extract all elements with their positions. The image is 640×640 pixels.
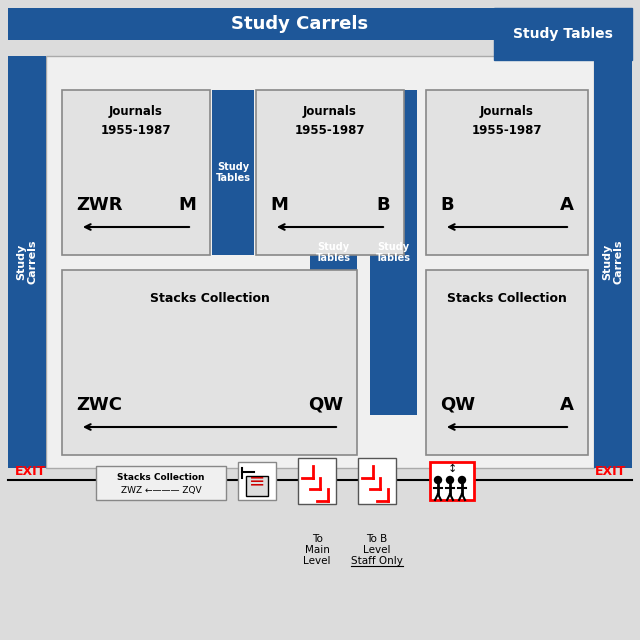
- Text: M: M: [178, 196, 196, 214]
- Text: Main: Main: [305, 545, 330, 555]
- Text: EXIT: EXIT: [14, 465, 45, 478]
- Bar: [430, 462, 474, 500]
- Bar: [298, 458, 336, 504]
- Bar: [310, 90, 357, 415]
- Text: Stacks Collection: Stacks Collection: [447, 291, 567, 305]
- Text: Study
Carrels: Study Carrels: [602, 240, 624, 284]
- Text: Study
Carrels: Study Carrels: [16, 240, 38, 284]
- Bar: [212, 90, 254, 255]
- Text: Staff Only: Staff Only: [351, 556, 403, 566]
- Circle shape: [458, 477, 465, 483]
- Text: Level: Level: [364, 545, 391, 555]
- Text: 1955-1987: 1955-1987: [100, 124, 172, 136]
- Text: Study
Tables: Study Tables: [316, 242, 351, 263]
- Text: A: A: [560, 196, 574, 214]
- Text: Study
Tables: Study Tables: [216, 162, 250, 183]
- Text: B: B: [376, 196, 390, 214]
- Bar: [594, 56, 632, 468]
- Bar: [62, 90, 210, 255]
- Bar: [370, 90, 417, 415]
- Text: QW: QW: [308, 396, 343, 414]
- Text: ≡: ≡: [249, 472, 265, 490]
- Bar: [494, 8, 632, 60]
- Text: To B: To B: [366, 534, 388, 544]
- Bar: [358, 458, 396, 504]
- Bar: [46, 56, 594, 468]
- Bar: [238, 462, 276, 500]
- Text: Journals: Journals: [303, 106, 357, 118]
- Text: Stacks Collection: Stacks Collection: [150, 291, 269, 305]
- Text: B: B: [440, 196, 454, 214]
- Text: 1955-1987: 1955-1987: [295, 124, 365, 136]
- Text: ↕: ↕: [447, 464, 457, 474]
- Text: Journals: Journals: [109, 106, 163, 118]
- Text: Study Carrels: Study Carrels: [232, 15, 369, 33]
- Text: 1955-1987: 1955-1987: [472, 124, 542, 136]
- Text: Study Tables: Study Tables: [513, 27, 613, 41]
- Text: ZWC: ZWC: [76, 396, 122, 414]
- Text: M: M: [270, 196, 288, 214]
- Circle shape: [435, 477, 442, 483]
- Bar: [62, 270, 357, 455]
- Bar: [8, 8, 632, 40]
- Circle shape: [447, 477, 454, 483]
- Text: Level: Level: [303, 556, 331, 566]
- Text: Stacks Collection: Stacks Collection: [117, 472, 205, 481]
- Text: Study
Tables: Study Tables: [376, 242, 411, 263]
- Bar: [426, 270, 588, 455]
- Bar: [8, 56, 46, 468]
- Text: A: A: [560, 396, 574, 414]
- Text: Journals: Journals: [480, 106, 534, 118]
- Text: To: To: [312, 534, 323, 544]
- Bar: [426, 90, 588, 255]
- Text: EXIT: EXIT: [595, 465, 626, 478]
- Text: ZWZ ←——— ZQV: ZWZ ←——— ZQV: [121, 486, 202, 495]
- Bar: [96, 466, 226, 500]
- Text: ZWR: ZWR: [76, 196, 122, 214]
- Bar: [256, 90, 404, 255]
- Bar: [246, 476, 268, 496]
- Text: QW: QW: [440, 396, 475, 414]
